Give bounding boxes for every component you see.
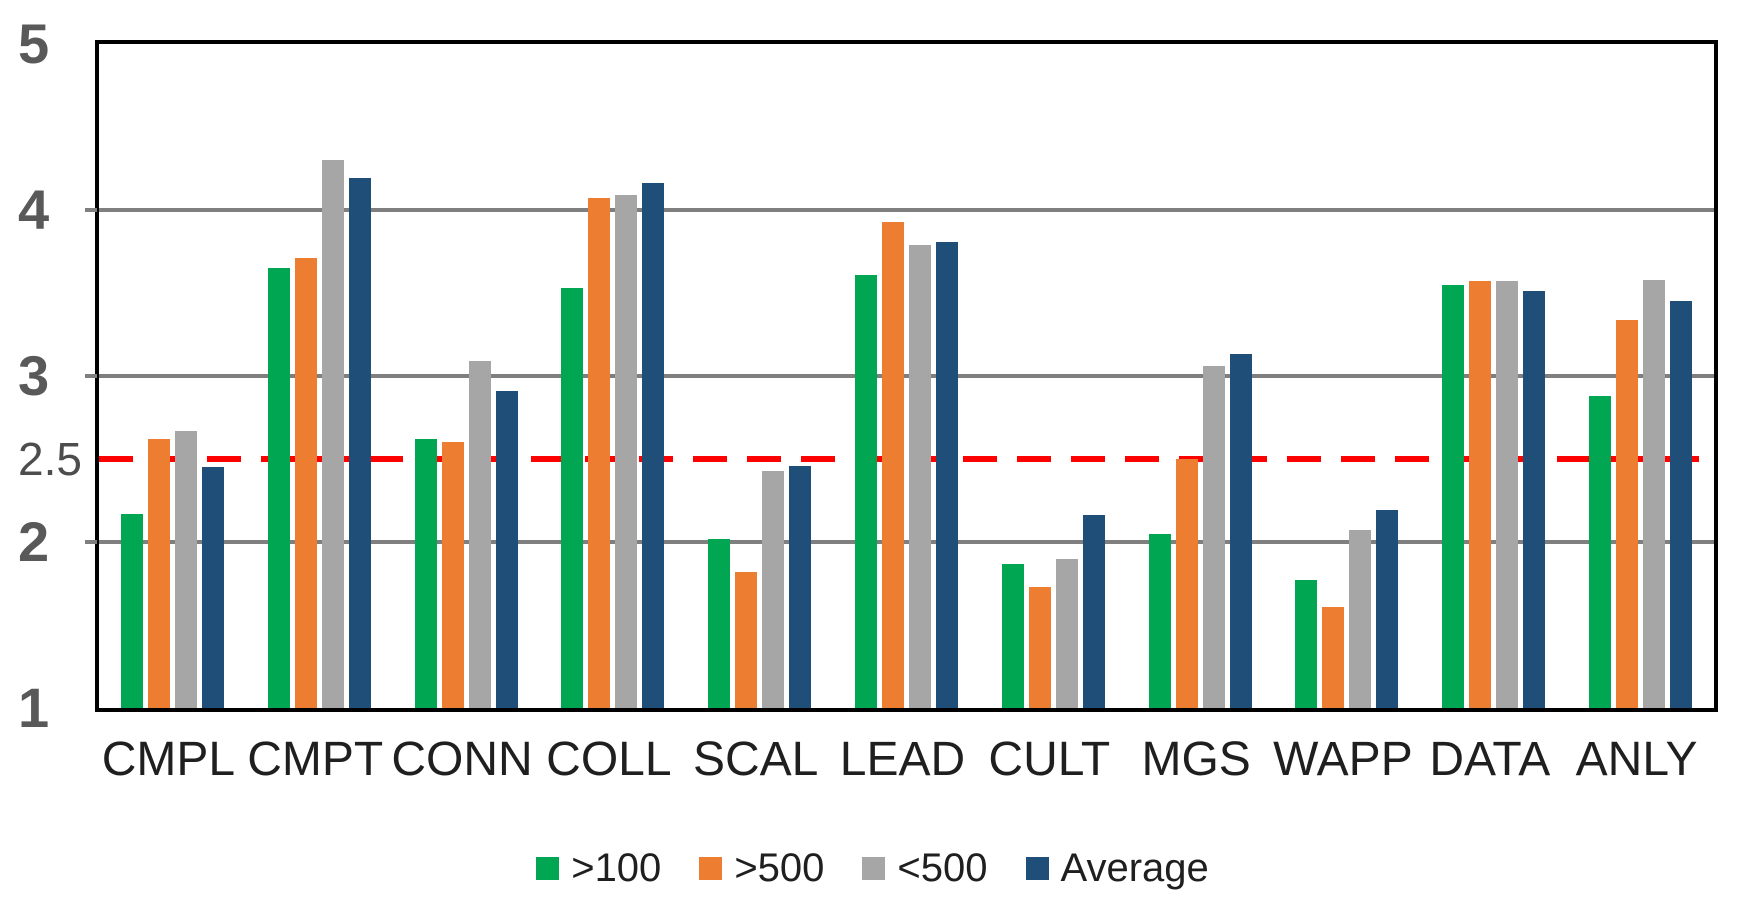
gridline-3 (99, 374, 1714, 378)
bar-cmpt-average (348, 178, 371, 708)
y-axis-tick-label-3: 3 (18, 344, 50, 407)
bar-cmpt-100 (267, 268, 290, 708)
y-axis-tick-label-2-5: 2.5 (18, 433, 82, 485)
y-axis-tick-label-4: 4 (18, 178, 50, 241)
bar-data-500 (1469, 281, 1492, 708)
legend-label-100: >100 (571, 846, 662, 890)
axis-tick-3 (85, 374, 97, 378)
legend-swatch-500 (862, 856, 886, 880)
bar-cult-500 (1028, 586, 1051, 708)
bar-lead-average (935, 241, 958, 708)
x-axis-label-conn: CONN (391, 733, 533, 786)
legend-label-average: Average (1060, 846, 1209, 890)
legend-item-100: >100 (536, 846, 661, 890)
gridline-4 (99, 208, 1714, 212)
bar-scal-500 (762, 470, 785, 708)
bar-group-coll (539, 44, 686, 708)
bar-wapp-average (1376, 510, 1399, 708)
bar-anly-average (1670, 301, 1693, 708)
bar-coll-500 (588, 198, 611, 708)
bar-cult-100 (1001, 563, 1024, 708)
bar-mgs-average (1229, 354, 1252, 708)
x-axis-label-scal: SCAL (692, 733, 819, 786)
bar-cmpt-500 (321, 160, 344, 708)
bar-data-500 (1496, 281, 1519, 708)
bar-group-cmpt (246, 44, 393, 708)
bar-lead-100 (854, 274, 877, 708)
bar-wapp-500 (1322, 606, 1345, 708)
bar-cult-average (1082, 515, 1105, 708)
x-axis-label-mgs: MGS (1141, 733, 1251, 786)
bar-group-mgs (1127, 44, 1274, 708)
x-axis-label-data: DATA (1429, 733, 1551, 786)
bar-data-100 (1442, 284, 1465, 708)
bar-mgs-500 (1202, 366, 1225, 708)
axis-tick-4 (85, 208, 97, 212)
x-axis-label-cmpt: CMPT (247, 733, 384, 786)
bar-group-cult (980, 44, 1127, 708)
bar-conn-100 (414, 439, 437, 708)
bar-conn-500 (441, 442, 464, 708)
bar-cmpl-average (201, 467, 224, 708)
x-axis-label-cult: CULT (988, 733, 1111, 786)
bar-wapp-500 (1349, 530, 1372, 708)
legend-label-500: <500 (897, 846, 988, 890)
bar-anly-500 (1616, 319, 1639, 708)
legend-item-500: <500 (862, 846, 988, 890)
x-axis-label-lead: LEAD (839, 733, 966, 786)
bar-coll-average (642, 183, 665, 708)
bar-coll-100 (561, 288, 584, 708)
axis-tick-2 (85, 540, 97, 544)
bar-cult-500 (1055, 558, 1078, 708)
bar-cmpl-100 (120, 513, 143, 708)
bar-scal-average (789, 465, 812, 708)
x-axis-label-anly: ANLY (1575, 733, 1698, 786)
y-axis-tick-label-1: 1 (18, 676, 50, 739)
legend-swatch-100 (536, 856, 560, 880)
legend-item-500: >500 (699, 846, 824, 890)
bar-group-conn (393, 44, 540, 708)
bar-coll-500 (615, 195, 638, 708)
legend-swatch-500 (699, 856, 723, 880)
bar-conn-500 (468, 361, 491, 708)
bar-group-lead (833, 44, 980, 708)
bar-group-data (1420, 44, 1567, 708)
bar-scal-500 (735, 571, 758, 708)
bar-group-anly (1567, 44, 1714, 708)
bar-mgs-100 (1148, 533, 1171, 708)
bar-lead-500 (881, 221, 904, 708)
legend-label-500: >500 (734, 846, 825, 890)
legend-item-average: Average (1025, 846, 1209, 890)
bar-anly-100 (1589, 395, 1612, 708)
y-axis-tick-label-2: 2 (18, 510, 50, 573)
bar-conn-average (495, 390, 518, 708)
bar-anly-500 (1643, 279, 1666, 708)
bar-cmpt-500 (294, 258, 317, 708)
bar-lead-500 (908, 244, 931, 708)
legend-swatch-average (1025, 856, 1049, 880)
bar-wapp-100 (1295, 580, 1318, 708)
bar-data-average (1523, 291, 1546, 708)
bar-group-cmpl (99, 44, 246, 708)
bar-cmpl-500 (147, 439, 170, 708)
bar-group-wapp (1274, 44, 1421, 708)
gridline-2 (99, 540, 1714, 544)
bar-cmpl-500 (174, 430, 197, 708)
plot-area (95, 40, 1718, 712)
x-axis-label-wapp: WAPP (1273, 733, 1413, 786)
bar-scal-100 (708, 538, 731, 708)
bar-group-scal (686, 44, 833, 708)
reference-line-2-5 (99, 456, 1714, 462)
x-axis-label-cmpl: CMPL (101, 733, 236, 786)
bar-mgs-500 (1175, 459, 1198, 708)
y-axis-tick-label-5: 5 (18, 12, 50, 75)
legend: >100 >500 <500 Average (0, 846, 1745, 890)
x-axis-label-coll: COLL (546, 733, 672, 786)
